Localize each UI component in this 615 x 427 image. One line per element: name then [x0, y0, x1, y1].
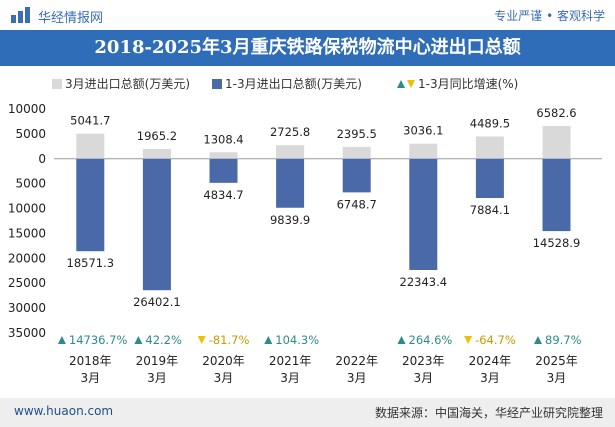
x-tick-label-year: 2022年: [335, 354, 378, 368]
x-tick-label-year: 2025年: [535, 354, 578, 368]
bars: [76, 126, 571, 291]
growth-rate-label: -64.7%: [475, 333, 516, 347]
legend: 3月进出口总额(万美元) 1-3月进出口总额(万美元) 1-3月同比增速(%): [52, 77, 518, 91]
y-tick-label: 30000: [8, 301, 46, 315]
march-total-label: 6582.6: [536, 106, 576, 120]
x-tick-label-year: 2018年: [69, 354, 112, 368]
cumulative-total-label: 18571.3: [67, 256, 115, 270]
growth-up-triangle-icon: [264, 336, 273, 344]
cumulative-total-bar: [276, 158, 305, 208]
x-tick-label-year: 2021年: [269, 354, 312, 368]
march-total-bar: [409, 143, 438, 159]
legend-down-triangle-icon: [407, 80, 415, 88]
x-axis: 2018年 3月 2019年 3月 2020年 3月 2021年 3月 2022年 3月 2023年…: [69, 354, 578, 385]
legend-cumulative-total-swatch: [212, 79, 222, 89]
x-tick-label-year: 2024年: [469, 354, 512, 368]
x-tick-label-month: 3月: [80, 371, 100, 385]
march-total-bar: [276, 145, 305, 159]
y-axis: 10000 5000 0 5000 10000 15000 20000 25000 30000 3…: [8, 102, 602, 340]
growth-down-triangle-icon: [464, 336, 473, 344]
march-total-bar: [142, 148, 171, 159]
march-total-label: 5041.7: [70, 114, 110, 128]
growth-rate-label: 14736.7%: [69, 333, 128, 347]
y-tick-label: 0: [38, 152, 46, 166]
march-total-label: 2395.5: [337, 127, 377, 141]
cumulative-total-label: 6748.7: [337, 197, 377, 211]
march-total-bar: [209, 152, 238, 159]
chart: 3月进出口总额(万美元) 1-3月进出口总额(万美元) 1-3月同比增速(%) 10…: [8, 77, 602, 385]
footer: www.huaon.com 数据来源：中国海关，华经产业研究院整理: [0, 398, 615, 427]
cumulative-total-bar: [542, 158, 571, 232]
y-tick-label: 10000: [8, 102, 46, 116]
brand-name: 华经情报网: [38, 11, 104, 26]
march-total-label: 4489.5: [470, 116, 510, 130]
cumulative-total-label: 14528.9: [533, 236, 581, 250]
growth-up-triangle-icon: [397, 336, 406, 344]
cumulative-total-bar: [475, 158, 504, 199]
brand-logo-icon: [11, 7, 30, 23]
legend-up-triangle-icon: [397, 80, 405, 88]
march-total-bar: [76, 133, 105, 159]
x-tick-label-year: 2020年: [202, 354, 245, 368]
cumulative-total-label: 9839.9: [270, 213, 310, 227]
top-bar: 华经情报网 专业严谨 • 客观科学: [0, 0, 615, 30]
chart-title: 2018-2025年3月重庆铁路保税物流中心进出口总额: [94, 37, 521, 58]
growth-up-triangle-icon: [57, 336, 66, 344]
title-bar: 2018-2025年3月重庆铁路保税物流中心进出口总额: [0, 30, 615, 66]
march-total-bar: [342, 146, 371, 159]
march-total-label: 1308.4: [203, 132, 243, 146]
cumulative-total-bar: [209, 158, 238, 183]
y-tick-label: 25000: [8, 276, 46, 290]
x-tick-label-month: 3月: [147, 371, 167, 385]
x-tick-label-month: 3月: [347, 371, 367, 385]
growth-rate-label: 89.7%: [545, 333, 582, 347]
march-total-bar: [542, 126, 571, 159]
cumulative-total-label: 22343.4: [400, 275, 448, 289]
y-tick-label: 5000: [15, 177, 46, 191]
growth-down-triangle-icon: [197, 336, 206, 344]
cumulative-total-label: 4834.7: [203, 188, 243, 202]
footer-url: www.huaon.com: [14, 404, 114, 418]
cumulative-total-bar: [342, 158, 371, 193]
data-source: 数据来源：中国海关，华经产业研究院整理: [374, 406, 603, 420]
march-total-label: 3036.1: [403, 124, 443, 138]
y-tick-label: 20000: [8, 251, 46, 265]
tagline: 专业严谨 • 客观科学: [494, 9, 605, 23]
growth-rate-label: 264.6%: [409, 333, 453, 347]
cumulative-total-label: 26402.1: [133, 295, 181, 309]
x-tick-label-month: 3月: [547, 371, 567, 385]
growth-markers: 14736.7% 42.2% -81.7% 104.3% 264.6% -64.7% 89.…: [57, 333, 582, 347]
growth-rate-label: 42.2%: [145, 333, 182, 347]
y-tick-label: 15000: [8, 226, 46, 240]
march-total-label: 2725.8: [270, 125, 310, 139]
growth-up-triangle-icon: [134, 336, 143, 344]
cumulative-total-bar: [409, 158, 438, 270]
march-total-bar: [475, 136, 504, 159]
growth-rate-label: -81.7%: [209, 333, 250, 347]
cumulative-total-label: 7884.1: [470, 203, 510, 217]
march-total-label: 1965.2: [137, 129, 177, 143]
legend-growth-rate-label: 1-3月同比增速(%): [418, 77, 518, 91]
growth-rate-label: 104.3%: [275, 333, 319, 347]
cumulative-total-bar: [142, 158, 171, 291]
y-tick-label: 5000: [15, 127, 46, 141]
x-tick-label-month: 3月: [413, 371, 433, 385]
legend-cumulative-total-label: 1-3月进出口总额(万美元): [225, 77, 362, 91]
growth-up-triangle-icon: [534, 336, 542, 344]
x-tick-label-month: 3月: [214, 371, 234, 385]
y-tick-label: 35000: [8, 326, 46, 340]
x-tick-label-month: 3月: [280, 371, 300, 385]
bar-labels: 5041.7 18571.3 1965.2 26402.1 1308.4 4834.7 27…: [67, 106, 581, 309]
x-tick-label-year: 2019年: [136, 354, 179, 368]
x-tick-label-month: 3月: [480, 371, 500, 385]
legend-march-total-swatch: [52, 79, 62, 89]
x-tick-label-year: 2023年: [402, 354, 445, 368]
legend-march-total-label: 3月进出口总额(万美元): [65, 77, 190, 91]
cumulative-total-bar: [76, 158, 105, 252]
y-tick-label: 10000: [8, 202, 46, 216]
